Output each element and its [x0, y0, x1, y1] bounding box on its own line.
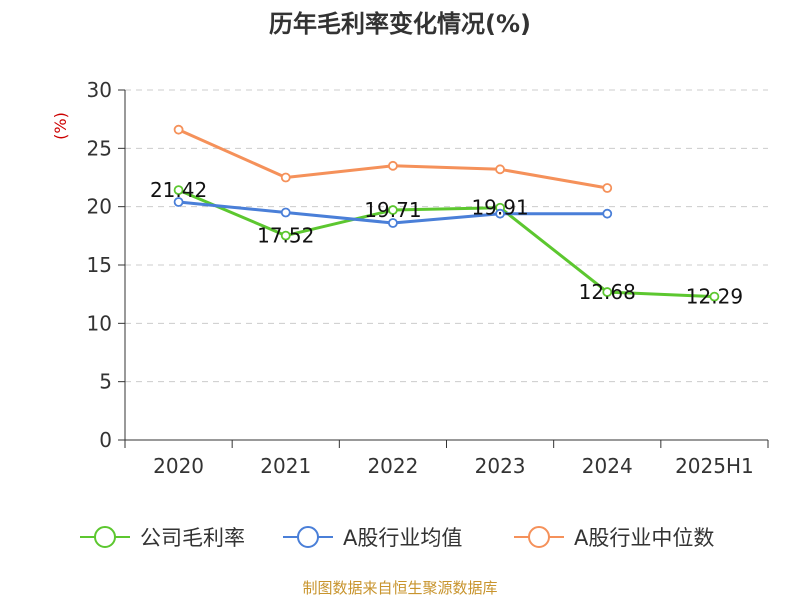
data-point: [280, 230, 291, 241]
y-tick-label: 10: [87, 311, 112, 335]
legend-item: 公司毛利率: [80, 526, 245, 550]
x-tick-label: 2022: [367, 454, 418, 478]
data-labels: 21.42 17.52 19.71 19.91 12.68 12.29: [150, 178, 743, 309]
legend-marker: [297, 526, 319, 548]
series-lines: [173, 124, 720, 302]
y-tick-label: 25: [87, 136, 112, 160]
data-label: 19.91: [471, 196, 528, 220]
data-point: [388, 160, 398, 171]
data-point: [495, 208, 505, 219]
axes: 0 5 10 15 20 25 30 2020 2021 2022 2023 2024 2025H1: [87, 78, 769, 478]
data-point: [280, 207, 291, 218]
legend-label: A股行业均值: [343, 526, 462, 550]
series-line-2: [177, 128, 608, 190]
y-tick-label: 20: [87, 195, 112, 219]
data-label: 12.29: [686, 285, 743, 309]
legend-item: A股行业均值: [283, 526, 462, 550]
legend: 公司毛利率 A股行业均值 A股行业中位数: [80, 526, 714, 550]
data-point: [602, 208, 613, 219]
chart-title: 历年毛利率变化情况(%): [269, 10, 531, 38]
y-axis-label: (%): [51, 112, 70, 140]
data-point: [602, 287, 613, 297]
source-note: 制图数据来自恒生聚源数据库: [302, 579, 497, 597]
data-label: 12.68: [579, 280, 636, 304]
data-point: [495, 164, 505, 175]
grid-lines: [125, 89, 768, 383]
legend-label: 公司毛利率: [140, 526, 245, 550]
y-tick-label: 0: [99, 428, 112, 452]
data-point: [173, 124, 184, 135]
data-label: 17.52: [257, 224, 314, 248]
data-point: [173, 197, 184, 207]
legend-item: A股行业中位数: [514, 526, 714, 550]
series-line-0: [178, 188, 715, 299]
data-point: [280, 172, 291, 183]
x-tick-label: 2025H1: [675, 454, 754, 478]
x-tick-label: 2023: [475, 454, 526, 478]
x-tick-label: 2021: [260, 454, 311, 478]
y-tick-label: 15: [87, 253, 112, 277]
legend-label: A股行业中位数: [574, 526, 714, 550]
data-point: [709, 291, 720, 302]
data-point: [602, 183, 613, 193]
data-label: 21.42: [150, 178, 207, 202]
x-tick-label: 2024: [582, 454, 633, 478]
data-point: [388, 205, 398, 215]
x-tick-label: 2020: [153, 454, 204, 478]
data-label: 19.71: [364, 198, 421, 222]
y-tick-label: 5: [99, 370, 112, 394]
y-tick-label: 30: [87, 78, 112, 102]
legend-marker: [528, 526, 550, 548]
data-point: [388, 218, 398, 228]
data-point: [173, 185, 184, 196]
legend-marker: [94, 526, 116, 548]
